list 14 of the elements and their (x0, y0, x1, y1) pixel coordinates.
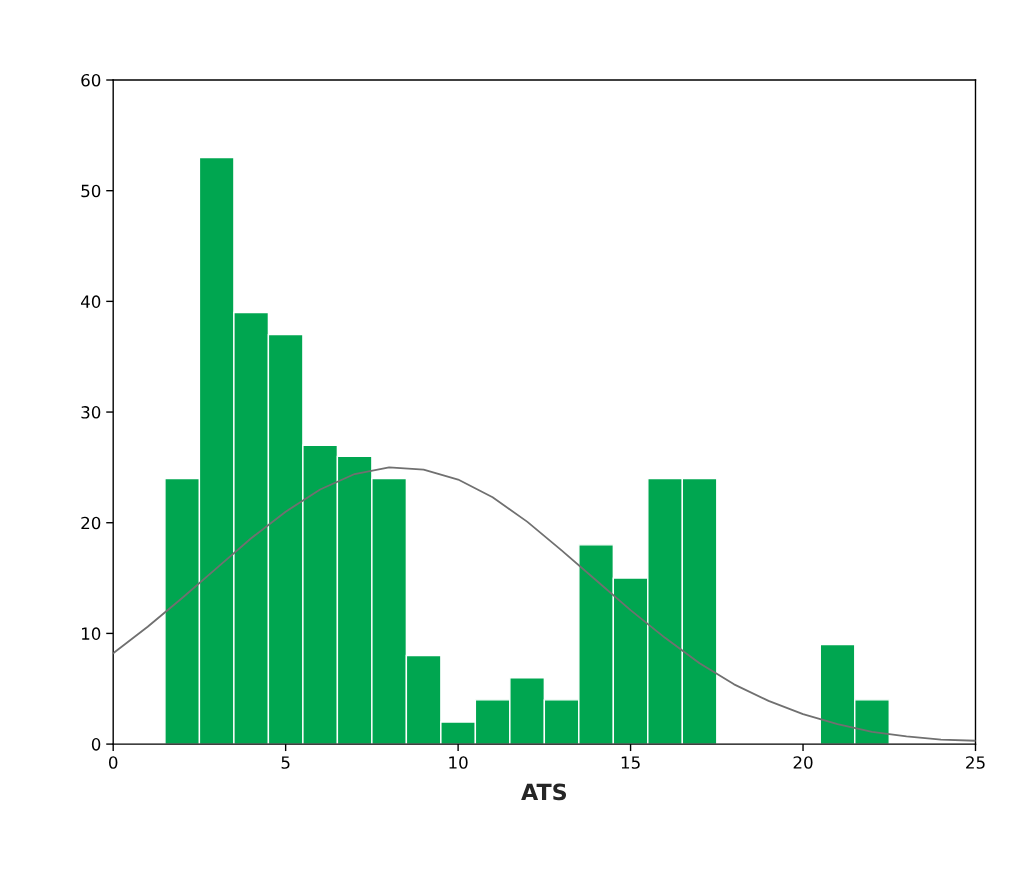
x-tick-label: 0 (108, 756, 118, 769)
x-tick-label: 20 (793, 756, 813, 769)
y-tick-label: 30 (81, 406, 101, 419)
y-tick-label: 0 (91, 738, 101, 751)
y-tick-label: 20 (81, 516, 101, 530)
x-tick-label: 25 (966, 756, 985, 769)
y-tick-label: 50 (81, 184, 101, 198)
x-axis-title: ATS (521, 783, 567, 801)
x-tick-label: 5 (281, 756, 290, 769)
y-tick-label: 40 (80, 295, 101, 308)
x-tick-label: 10 (449, 756, 468, 769)
x-tick-label: 15 (621, 756, 640, 769)
y-tick-label: 60 (81, 73, 101, 87)
y-tick-label: 10 (82, 627, 101, 640)
